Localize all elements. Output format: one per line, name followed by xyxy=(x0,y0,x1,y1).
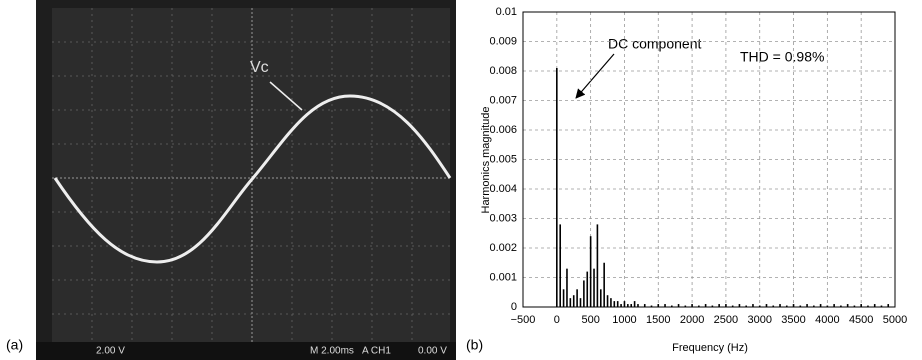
x-tick-label: −500 xyxy=(511,314,536,326)
scope-grid xyxy=(52,8,450,342)
y-tick-label: 0.006 xyxy=(489,124,517,136)
panel-label: (a) xyxy=(6,337,23,353)
x-tick-label: 500 xyxy=(581,314,599,326)
waveform xyxy=(53,94,452,264)
x-tick-label: 4500 xyxy=(849,314,873,326)
volts-per-div: 2.00 V xyxy=(96,346,125,357)
waveform-label: Vc xyxy=(250,59,269,76)
x-tick-label: 4000 xyxy=(815,314,839,326)
y-tick-label: 0.003 xyxy=(489,212,517,224)
plot-frame xyxy=(522,11,896,308)
y-tick-label: 0.008 xyxy=(489,65,517,77)
annotation: THD = 0.98% xyxy=(740,49,824,65)
y-tick-label: 0.009 xyxy=(489,35,517,47)
annotation: DC component xyxy=(608,36,701,52)
y-axis-label: Harmonics magnitude xyxy=(480,107,492,214)
y-tick-label: 0.004 xyxy=(489,183,517,195)
x-tick-label: 1500 xyxy=(646,314,670,326)
scope-screen xyxy=(52,8,450,342)
y-tick-label: 0.005 xyxy=(489,153,517,165)
y-tick-label: 0.001 xyxy=(489,271,517,283)
time-base: M 2.00ms xyxy=(310,346,354,357)
x-axis-label: Frequency (Hz) xyxy=(672,342,748,354)
panel-label: (b) xyxy=(466,337,483,353)
y-tick-label: 0.01 xyxy=(496,6,517,18)
x-tick-label: 3000 xyxy=(747,314,771,326)
annotation-arrow xyxy=(575,53,615,99)
y-tick-label: 0 xyxy=(511,301,517,313)
x-tick-label: 1000 xyxy=(612,314,636,326)
trigger-source: A CH1 xyxy=(362,346,391,357)
x-tick-label: 2000 xyxy=(680,314,704,326)
y-tick-label: 0.007 xyxy=(489,94,517,106)
x-tick-label: 5000 xyxy=(883,314,907,326)
x-tick-label: 0 xyxy=(554,314,560,326)
x-tick-label: 3500 xyxy=(781,314,805,326)
label-leader xyxy=(269,81,303,111)
x-tick-label: 2500 xyxy=(714,314,738,326)
y-tick-label: 0.002 xyxy=(489,242,517,254)
trigger-level: 0.00 V xyxy=(418,346,447,357)
oscilloscope-panel: Vc 2.00 V M 2.00ms A CH1 0.00 V xyxy=(36,0,456,360)
status-bar xyxy=(36,342,456,360)
